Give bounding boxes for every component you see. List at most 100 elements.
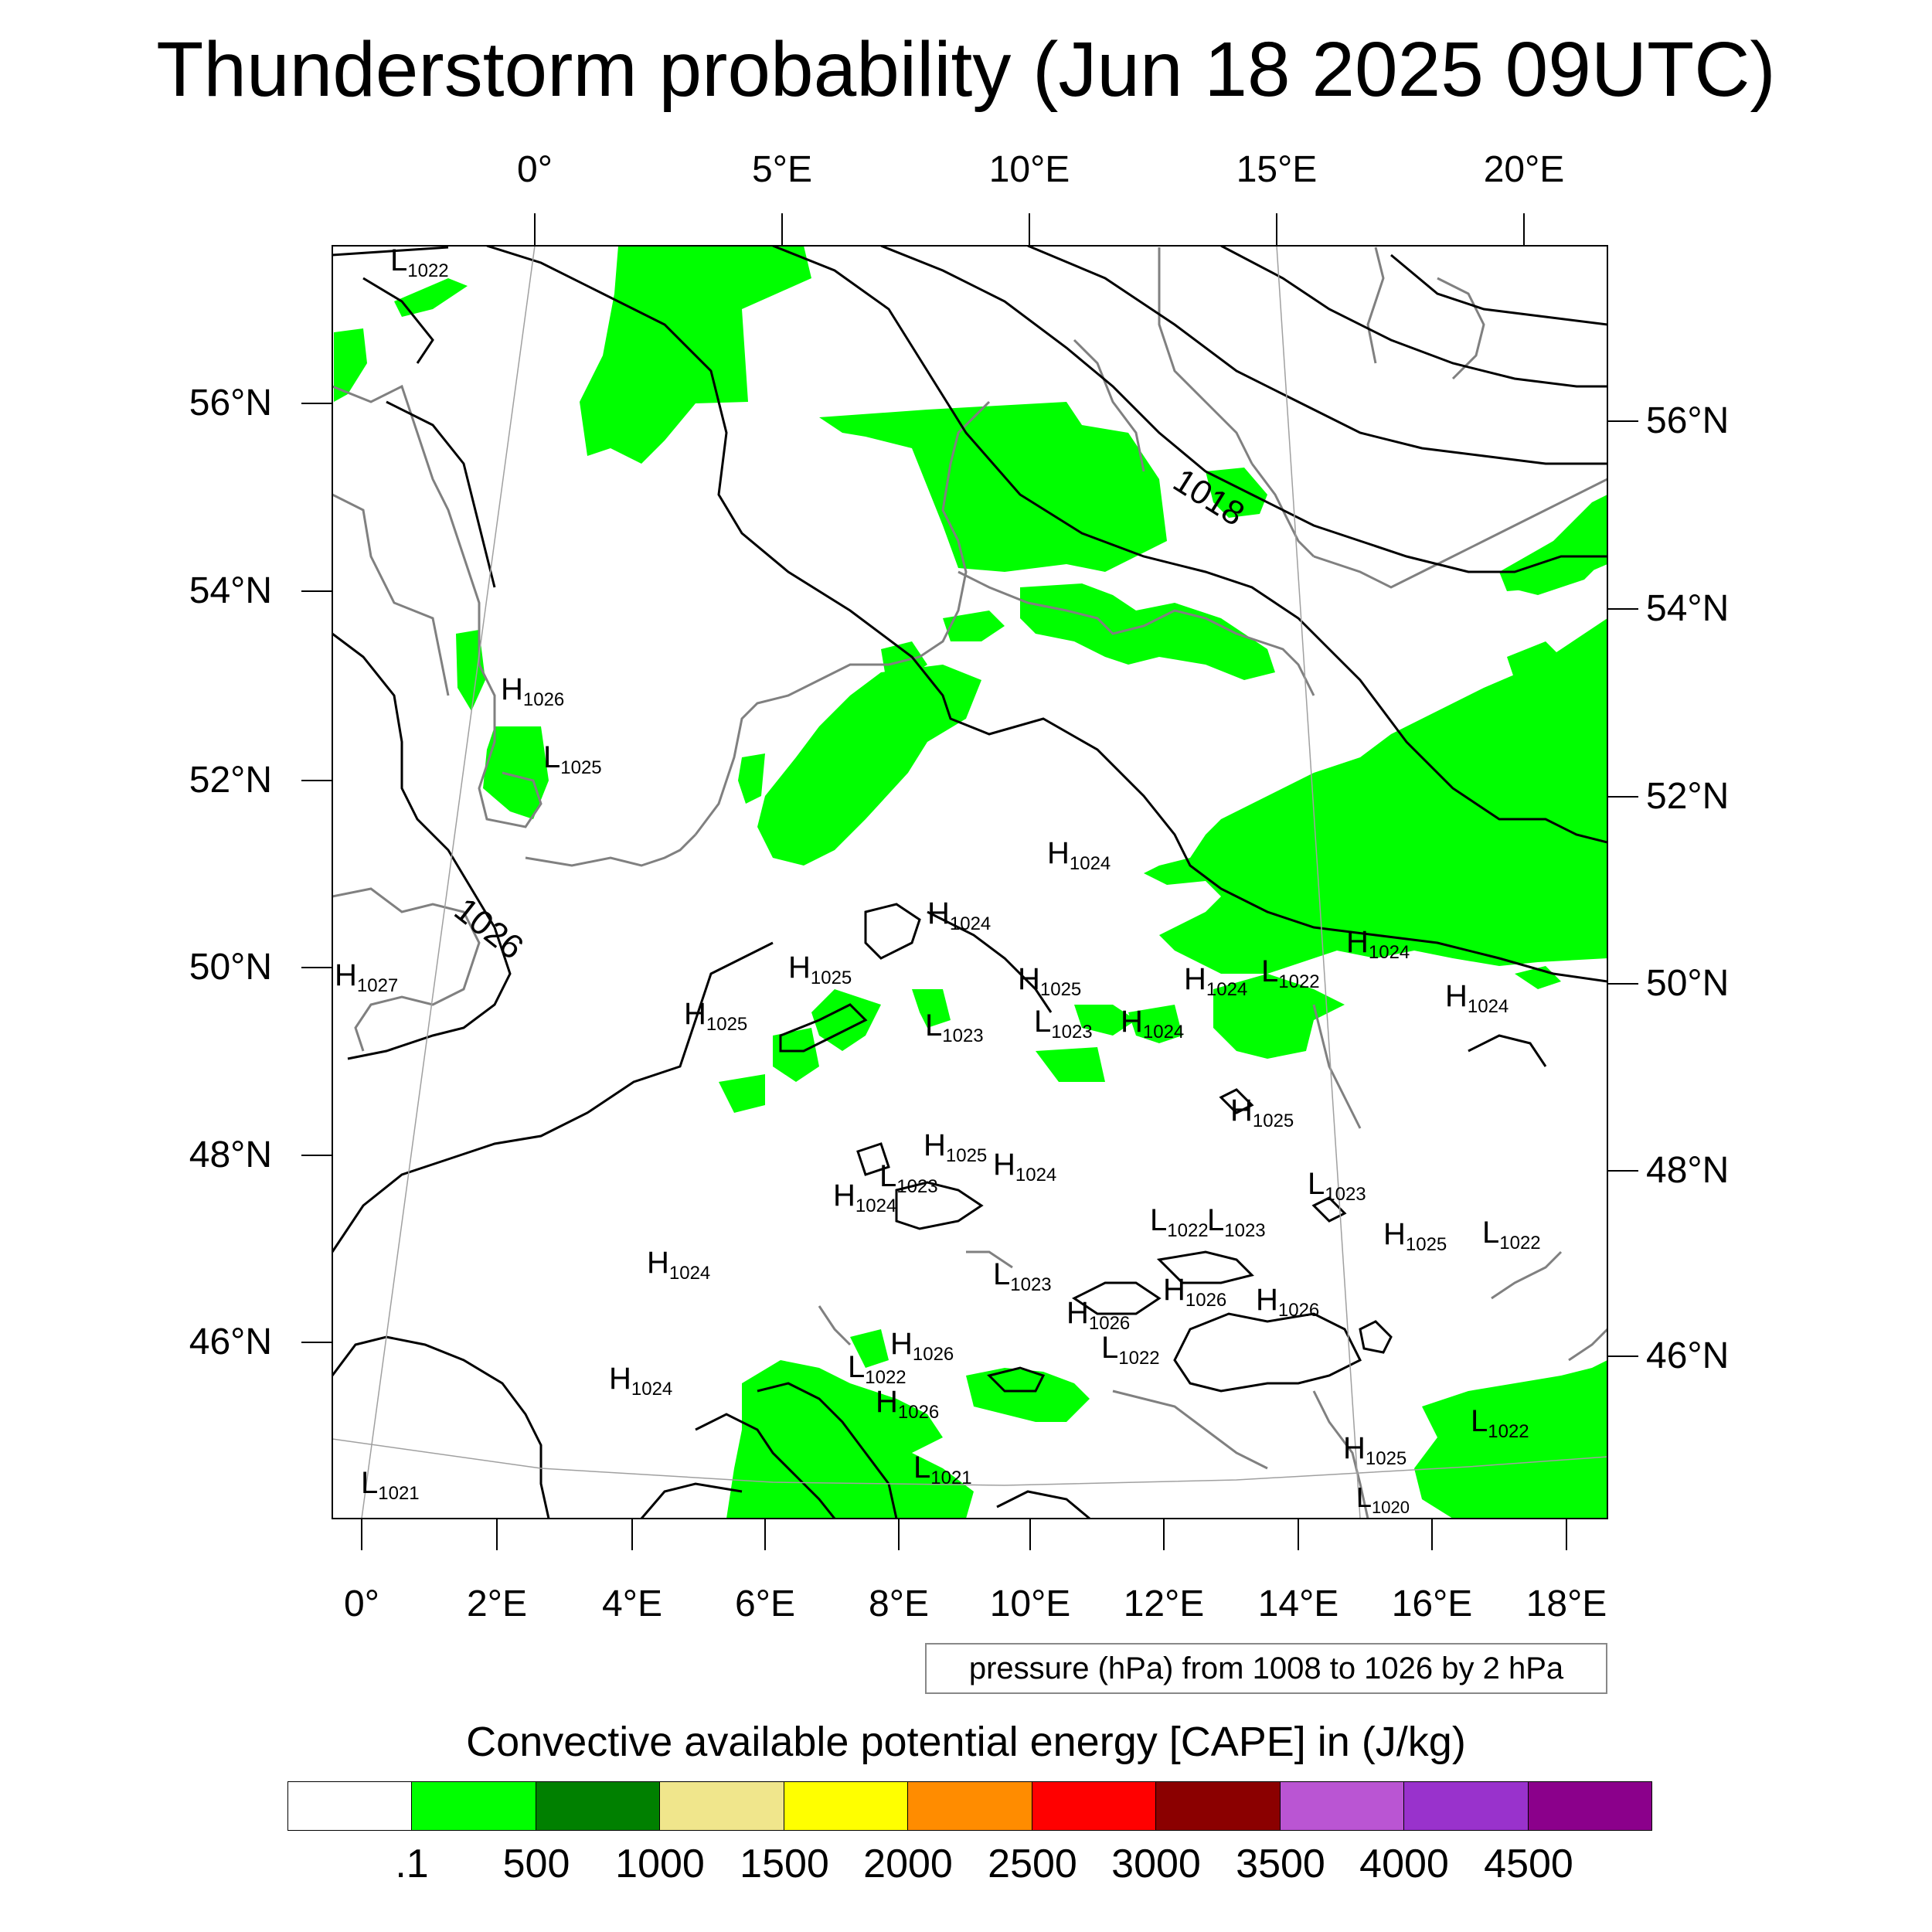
- cape-area: [1499, 533, 1607, 591]
- cape-area: [819, 402, 1167, 572]
- colorbar-label: 1500: [740, 1842, 829, 1886]
- top-lon-label: 5°E: [752, 149, 812, 190]
- colorbar-label: .1: [395, 1842, 429, 1886]
- right-lat-label: 54°N: [1646, 588, 1730, 629]
- left-lat-label: 54°N: [189, 570, 272, 611]
- graticule-line: [1276, 246, 1361, 1519]
- coastline: [332, 493, 450, 696]
- colorbar-label: 500: [502, 1842, 570, 1886]
- colorbar-box: [1156, 1782, 1281, 1830]
- isobars: [332, 246, 1607, 1519]
- cape-area: [811, 989, 881, 1051]
- pressure-center: H1024: [1184, 962, 1247, 1000]
- isobar: [695, 1413, 836, 1519]
- pressure-center: H1026: [1256, 1283, 1319, 1321]
- pressure-center: L1022: [1482, 1216, 1541, 1253]
- bottom-lon-label: 14°E: [1257, 1583, 1339, 1624]
- bottom-lon-label: 16°E: [1391, 1583, 1473, 1624]
- coastlines: [332, 247, 1607, 1519]
- colorbar-box: [1280, 1782, 1405, 1830]
- coastline: [694, 400, 991, 835]
- pressure-center: H1025: [1018, 962, 1081, 1000]
- top-lon-label: 0°: [517, 149, 553, 190]
- pressure-center: L1022: [848, 1350, 906, 1388]
- pressure-center: H1025: [923, 1128, 987, 1166]
- pressure-center: H1024: [1047, 836, 1111, 874]
- right-lat-label: 52°N: [1646, 776, 1730, 817]
- cape-area: [1128, 1005, 1182, 1043]
- cape-area: [1074, 1005, 1136, 1036]
- pressure-center: H1027: [335, 958, 398, 996]
- colorbar-box: [1404, 1782, 1529, 1830]
- isobar: [880, 246, 1607, 573]
- colorbar-box: [1528, 1782, 1651, 1830]
- cape-area: [1414, 1360, 1607, 1519]
- isobar: [362, 277, 434, 364]
- coastline: [1366, 247, 1385, 364]
- pressure-center: H1024: [1346, 925, 1410, 963]
- cape-area: [912, 989, 951, 1028]
- colorbar-box: [784, 1782, 909, 1830]
- colorbar-label: 1000: [615, 1842, 705, 1886]
- coastline: [957, 570, 1315, 696]
- pressure-center: L1022: [1101, 1331, 1160, 1369]
- colorbar-box: [412, 1782, 536, 1830]
- pressure-center: H1024: [647, 1246, 710, 1284]
- pressure-center: H1024: [609, 1362, 672, 1400]
- coastline: [1312, 1004, 1362, 1129]
- cape-area: [1020, 583, 1275, 680]
- colorbar: [287, 1781, 1652, 1831]
- left-lat-label: 52°N: [189, 760, 272, 801]
- pressure-center: L1023: [925, 1009, 984, 1046]
- isobar: [1156, 1250, 1254, 1284]
- cape-area: [1213, 974, 1345, 1059]
- coastline: [818, 1305, 852, 1346]
- top-lon-label: 20°E: [1483, 149, 1565, 190]
- coastline: [1312, 1390, 1369, 1519]
- coastline: [332, 384, 543, 828]
- pressure-center: L1021: [361, 1466, 420, 1504]
- colorbar-box: [908, 1782, 1032, 1830]
- coastline: [1250, 463, 1315, 558]
- isobar: [779, 1003, 868, 1053]
- isobar: [332, 632, 512, 1060]
- pressure-center: H1026: [1163, 1273, 1226, 1311]
- bottom-lon-label: 2°E: [467, 1583, 527, 1624]
- cape-area: [943, 611, 1005, 641]
- isobar: [640, 1482, 743, 1519]
- pressure-center: L1023: [1207, 1203, 1266, 1241]
- isobar: [332, 1335, 550, 1519]
- pressure-center: L1023: [879, 1159, 938, 1197]
- isobar: [1468, 1034, 1547, 1067]
- isobar: [864, 903, 921, 960]
- left-lat-label: 46°N: [189, 1321, 272, 1362]
- cape-area: [1036, 1047, 1105, 1082]
- top-lon-label: 10°E: [988, 149, 1070, 190]
- colorbar-label: 3000: [1111, 1842, 1201, 1886]
- pressure-center: H1024: [1121, 1005, 1184, 1043]
- isobar: [895, 1181, 984, 1230]
- isobar: [1390, 253, 1607, 326]
- left-lat-label: 56°N: [189, 383, 272, 423]
- bottom-lon-label: 6°E: [735, 1583, 795, 1624]
- coastline: [966, 1250, 1013, 1269]
- pressure-center: H1024: [833, 1179, 896, 1216]
- isobar: [486, 246, 1607, 983]
- isobar: [332, 941, 774, 1253]
- bottom-lon-label: 10°E: [989, 1583, 1071, 1624]
- isobar: [1311, 1196, 1347, 1223]
- pressure-center: H1025: [1343, 1431, 1406, 1469]
- coastline: [332, 887, 481, 1052]
- colorbar-box: [288, 1782, 413, 1830]
- pressure-center: H1026: [501, 672, 564, 710]
- pressure-center: L1023: [993, 1257, 1052, 1295]
- isobar: [996, 1490, 1090, 1519]
- cape-area: [850, 1329, 889, 1368]
- coastline: [1158, 247, 1253, 464]
- coastline: [1112, 1389, 1268, 1470]
- coastline: [1568, 1328, 1607, 1362]
- isobar: [1220, 246, 1607, 388]
- isobar: [927, 910, 1053, 1013]
- colorbar-title: Convective available potential energy [C…: [466, 1719, 1466, 1765]
